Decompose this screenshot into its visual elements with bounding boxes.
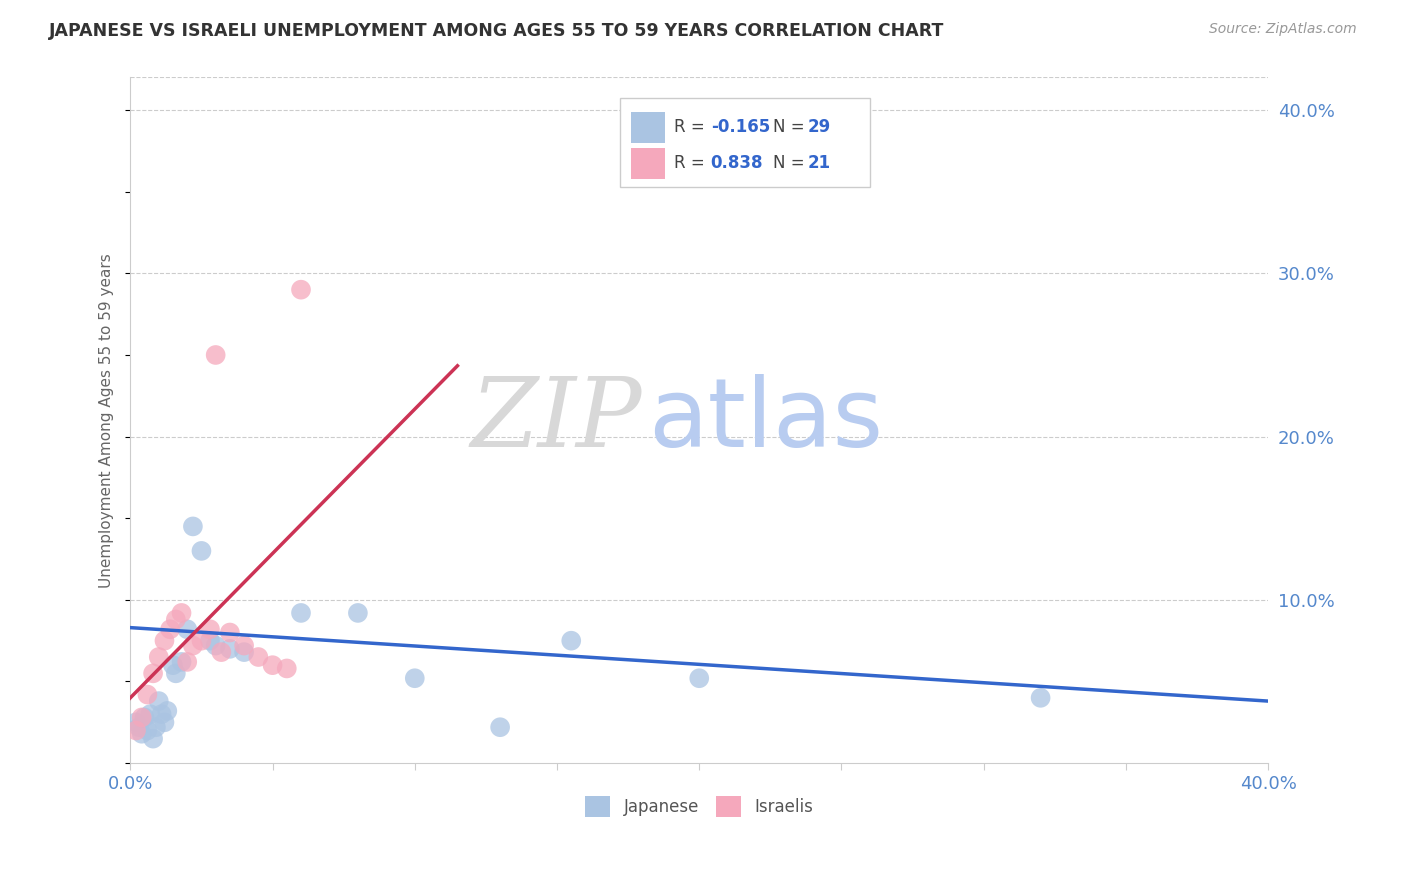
Point (1029, 690, 1052, 705)
Point (125, 715, 148, 730)
Text: 29: 29 (807, 118, 831, 136)
Point (150, 707, 173, 722)
Point (153, 715, 176, 730)
Point (219, 625, 242, 640)
Text: ZIP: ZIP (471, 373, 643, 467)
FancyBboxPatch shape (620, 98, 870, 187)
Point (233, 645, 256, 659)
Point (145, 720, 167, 734)
Text: N =: N = (773, 154, 810, 172)
Point (198, 633, 221, 648)
Text: 21: 21 (807, 154, 831, 172)
Point (347, 606, 370, 620)
Point (181, 639, 204, 653)
Point (209, 645, 232, 659)
Point (176, 655, 198, 669)
Y-axis label: Unemployment Among Ages 55 to 59 years: Unemployment Among Ages 55 to 59 years (100, 253, 114, 588)
Point (290, 283, 312, 297)
Point (165, 666, 187, 681)
Point (134, 710, 156, 724)
Point (148, 694, 170, 708)
Text: R =: R = (675, 118, 710, 136)
Point (176, 622, 198, 636)
Legend: Japanese, Israelis: Japanese, Israelis (579, 789, 820, 823)
Text: Source: ZipAtlas.com: Source: ZipAtlas.com (1209, 22, 1357, 37)
Point (190, 633, 212, 648)
Point (136, 688, 159, 702)
Point (276, 661, 298, 675)
Point (198, 622, 221, 636)
Point (190, 544, 212, 558)
Point (153, 633, 176, 648)
Point (139, 707, 162, 722)
Text: atlas: atlas (648, 374, 883, 467)
Point (165, 612, 187, 626)
Point (148, 650, 170, 665)
Point (142, 666, 165, 681)
Point (204, 639, 226, 653)
Text: JAPANESE VS ISRAELI UNEMPLOYMENT AMONG AGES 55 TO 59 YEARS CORRELATION CHART: JAPANESE VS ISRAELI UNEMPLOYMENT AMONG A… (49, 22, 945, 40)
Bar (631, 148, 665, 179)
Point (404, 671, 426, 685)
Point (131, 727, 153, 741)
Point (128, 720, 150, 734)
Point (125, 723, 148, 738)
Point (204, 348, 226, 362)
Text: -0.165: -0.165 (710, 118, 770, 136)
Bar (631, 112, 665, 143)
Point (162, 658, 184, 673)
Point (159, 622, 181, 636)
Point (170, 655, 193, 669)
Point (290, 606, 312, 620)
Text: 0.838: 0.838 (710, 154, 763, 172)
Point (181, 519, 204, 533)
Text: N =: N = (773, 118, 810, 136)
Point (170, 606, 193, 620)
Point (233, 639, 256, 653)
Point (131, 710, 153, 724)
Point (688, 671, 710, 685)
Point (142, 731, 165, 746)
Point (156, 704, 179, 718)
Point (136, 723, 159, 738)
Point (262, 658, 284, 673)
Point (560, 633, 582, 648)
Point (247, 650, 270, 665)
Point (489, 720, 512, 734)
Text: R =: R = (675, 154, 710, 172)
Point (219, 641, 242, 656)
